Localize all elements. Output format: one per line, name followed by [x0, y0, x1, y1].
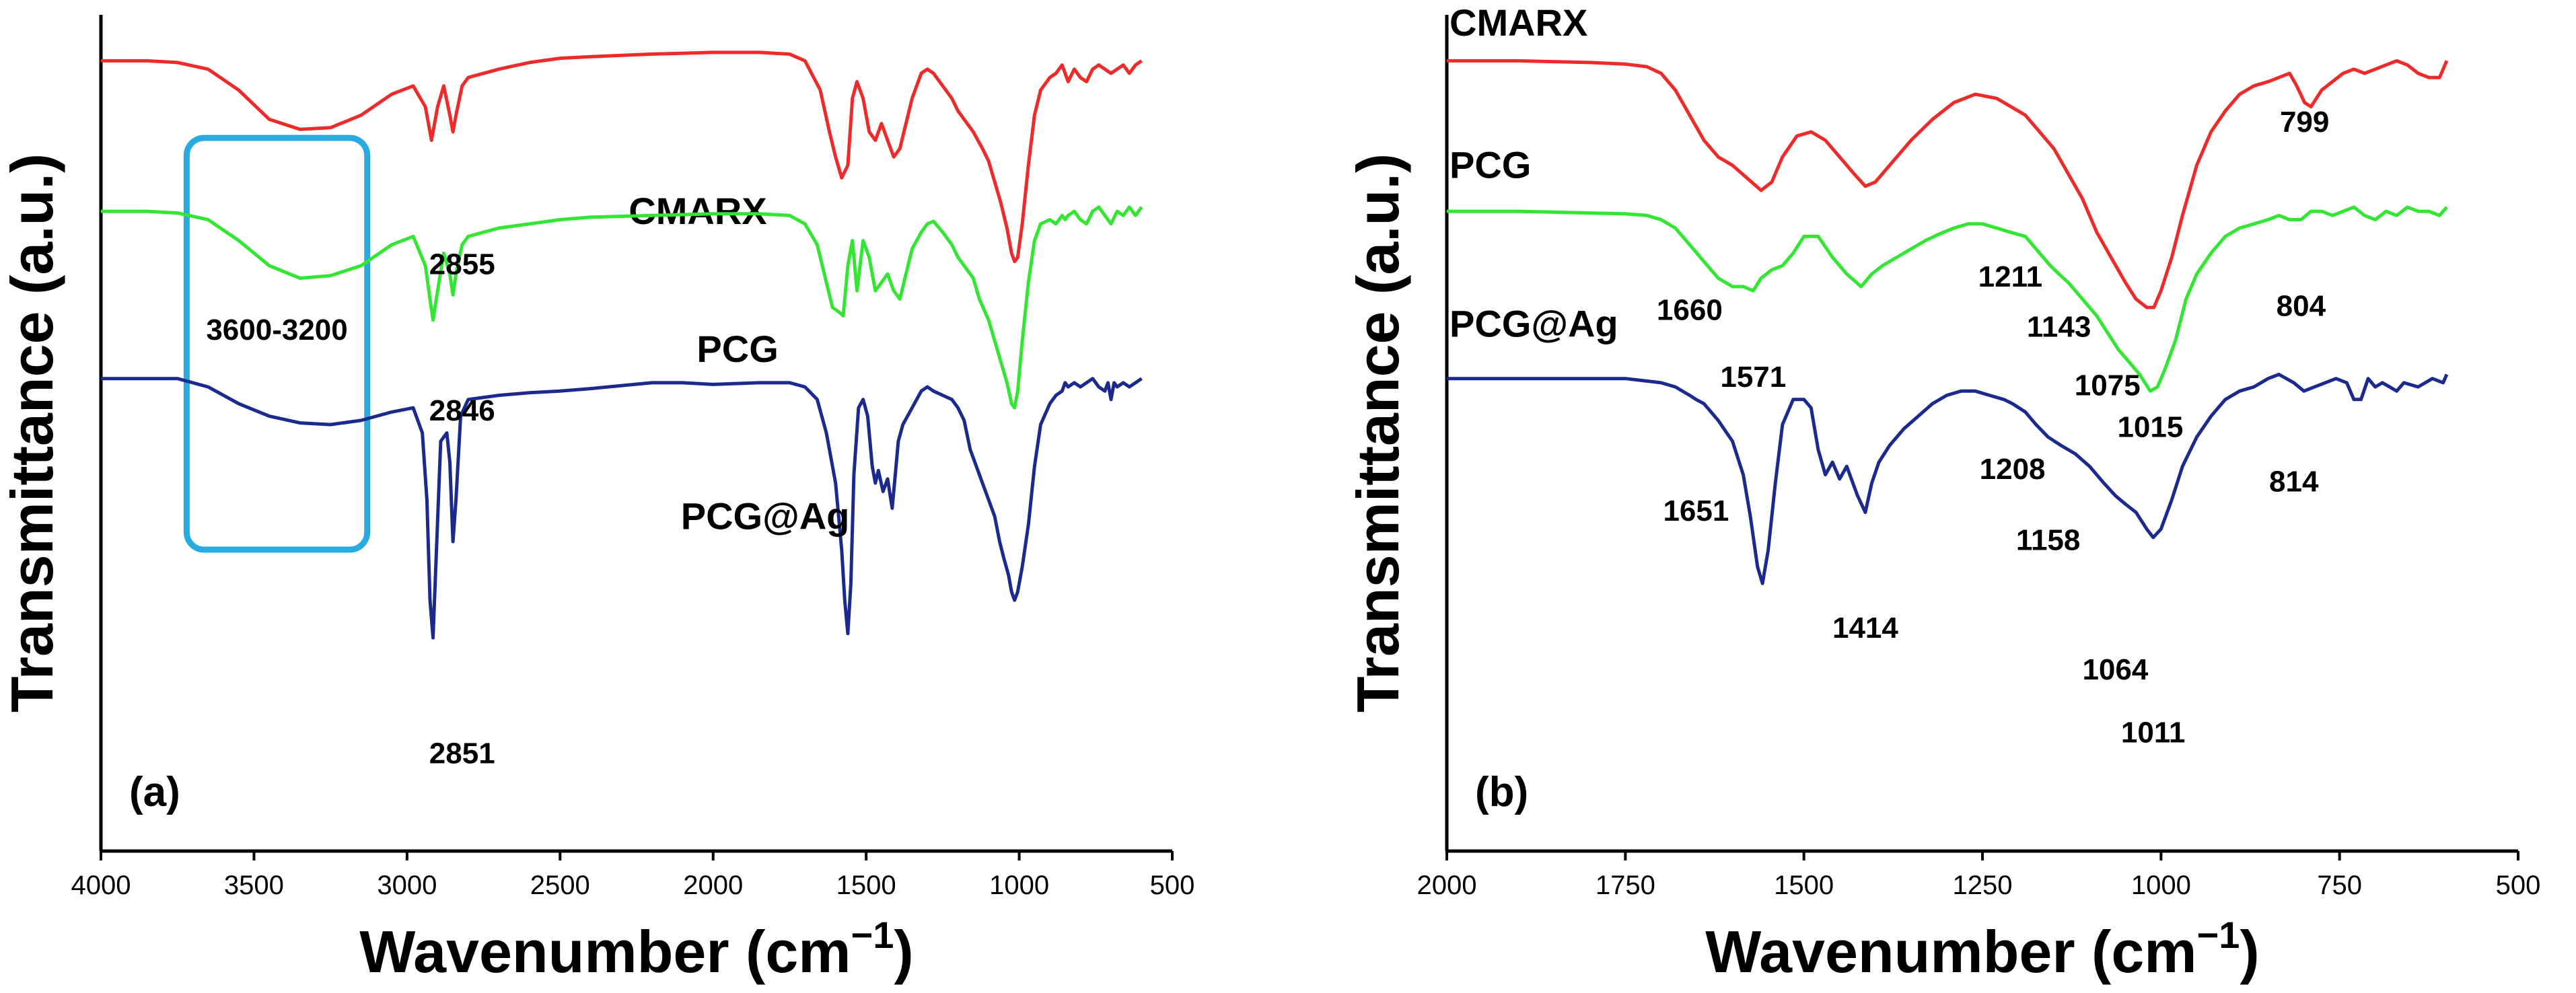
peak-annotation: 1571	[1720, 361, 1786, 394]
peak-annotation: 1143	[2027, 311, 2091, 344]
x-tick-label: 500	[2496, 871, 2541, 900]
peak-annotation: 1158	[2016, 524, 2080, 557]
panel-b: 2000 1750 1500 1250 1000 750 500 Wavenumber (cm…	[1345, 1, 2540, 985]
x-tick-label: 500	[1150, 871, 1195, 900]
x-tick-label: 1250	[1953, 871, 2013, 900]
peak-annotation: 2846	[429, 394, 495, 427]
region-label: 3600-3200	[206, 314, 347, 346]
x-axis-label: Wavenumber (cm−1)	[359, 914, 913, 985]
x-axis-label-superscript: −1	[851, 914, 894, 956]
x-tick-label: 1750	[1596, 871, 1655, 900]
series-line	[1447, 205, 2448, 393]
y-axis-label: Transmittance (a.u.)	[0, 153, 65, 712]
panel-label: (b)	[1475, 769, 1528, 815]
peak-annotation: 804	[2277, 289, 2326, 322]
peak-annotation: 1660	[1657, 294, 1723, 327]
series-line	[101, 50, 1143, 264]
x-axis-label-close: )	[2240, 918, 2259, 985]
x-tick-label: 1500	[1774, 871, 1834, 900]
series-label: PCG@Ag	[1450, 303, 1618, 345]
series-label: PCG	[696, 328, 778, 370]
x-tick-label: 750	[2317, 871, 2362, 900]
peak-annotation: 1211	[1978, 260, 2042, 293]
series-line	[1447, 59, 2449, 309]
peak-annotation: 1075	[2075, 369, 2141, 402]
series-label: PCG	[1450, 143, 1531, 186]
series-line	[1447, 373, 2449, 585]
x-tick-label: 4000	[71, 871, 131, 900]
x-tick-label: 3500	[224, 871, 284, 900]
region-highlight-box	[183, 135, 371, 553]
x-tick-label: 1500	[836, 871, 896, 900]
peak-annotation: 1414	[1832, 612, 1898, 645]
peak-annotation: 2855	[429, 248, 495, 281]
peak-annotation: 1208	[1980, 453, 2046, 486]
panel-label: (a)	[129, 769, 180, 815]
peak-annotation: 1015	[2117, 411, 2183, 444]
peak-annotation: 2851	[429, 737, 495, 770]
x-tick-label: 2000	[683, 871, 743, 900]
peak-annotation: 1064	[2082, 653, 2148, 686]
x-tick-label: 3000	[377, 871, 437, 900]
peak-annotation: 1651	[1663, 494, 1729, 527]
peak-annotation: 799	[2280, 106, 2329, 139]
x-axis-label-superscript: −1	[2197, 914, 2240, 956]
series-line	[101, 205, 1143, 410]
y-axis-label: Transmittance (a.u.)	[1345, 153, 1411, 712]
series-line	[101, 377, 1143, 640]
x-axis-label-close: )	[894, 918, 913, 985]
x-tick-label: 2000	[1417, 871, 1477, 900]
x-axis-label-text: Wavenumber (cm	[1705, 918, 2196, 985]
x-axis-label: Wavenumber (cm−1)	[1705, 914, 2259, 985]
peak-annotation: 1011	[2121, 716, 2185, 749]
x-axis-label-text: Wavenumber (cm	[359, 918, 851, 985]
series-label: PCG@Ag	[681, 494, 850, 537]
x-tick-label: 1000	[989, 871, 1049, 900]
x-tick-label: 2500	[530, 871, 590, 900]
series-label: CMARX	[1450, 1, 1587, 44]
panel-a: 4000 3500 3000 2500 2000 1500 1000 500 Wavenumbe…	[0, 15, 1194, 985]
series-label: CMARX	[629, 190, 766, 232]
x-tick-label: 1000	[2131, 871, 2191, 900]
peak-annotation: 814	[2269, 466, 2319, 499]
